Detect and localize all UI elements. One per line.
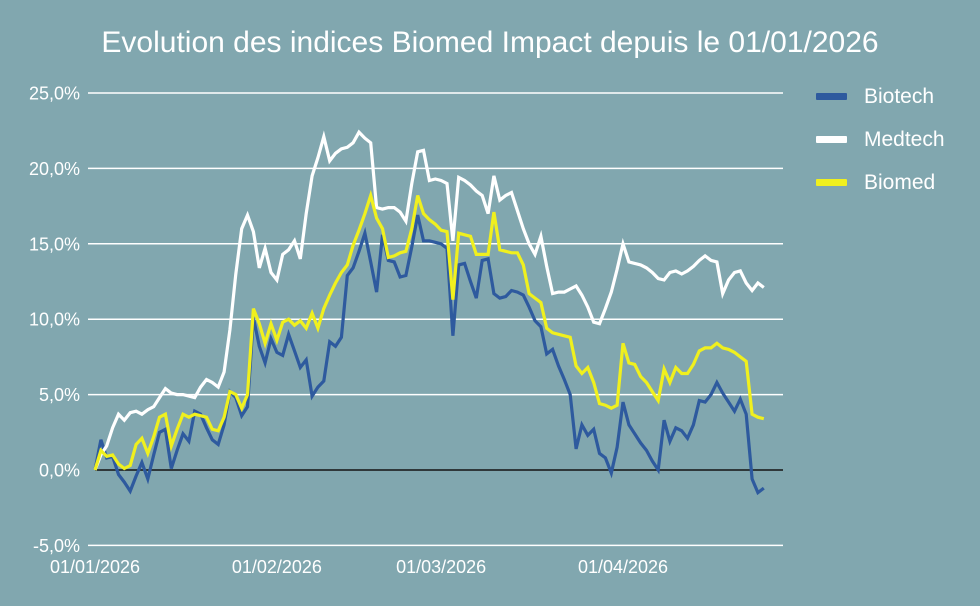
legend-marker-biotech-icon bbox=[816, 93, 847, 100]
y-tick-label: -5,0% bbox=[33, 536, 80, 556]
y-tick-label: 25,0% bbox=[29, 84, 80, 104]
legend-marker-biomed-icon bbox=[816, 179, 847, 186]
legend-label: Biotech bbox=[864, 84, 935, 108]
legend-label: Biomed bbox=[864, 170, 936, 194]
x-tick-label: 01/04/2026 bbox=[578, 557, 668, 577]
chart-legend: Biotech Medtech Biomed bbox=[816, 83, 945, 196]
legend-item-medtech: Medtech bbox=[816, 126, 945, 153]
legend-marker-medtech-icon bbox=[816, 136, 847, 143]
x-tick-label: 01/02/2026 bbox=[232, 557, 322, 577]
series-line-biomed bbox=[93, 189, 765, 471]
legend-item-biotech: Biotech bbox=[816, 83, 945, 110]
y-tick-label: 5,0% bbox=[39, 385, 80, 405]
legend-item-biomed: Biomed bbox=[816, 169, 945, 196]
series-line-medtech bbox=[93, 129, 765, 471]
y-tick-label: 15,0% bbox=[29, 234, 80, 254]
y-tick-label: 10,0% bbox=[29, 310, 80, 330]
y-tick-label: 0,0% bbox=[39, 461, 80, 481]
legend-label: Medtech bbox=[864, 127, 945, 151]
x-tick-label: 01/01/2026 bbox=[50, 557, 140, 577]
chart-title: Evolution des indices Biomed Impact depu… bbox=[101, 26, 879, 59]
y-tick-label: 20,0% bbox=[29, 159, 80, 179]
series-line-biotech bbox=[93, 214, 765, 496]
x-tick-label: 01/03/2026 bbox=[396, 557, 486, 577]
